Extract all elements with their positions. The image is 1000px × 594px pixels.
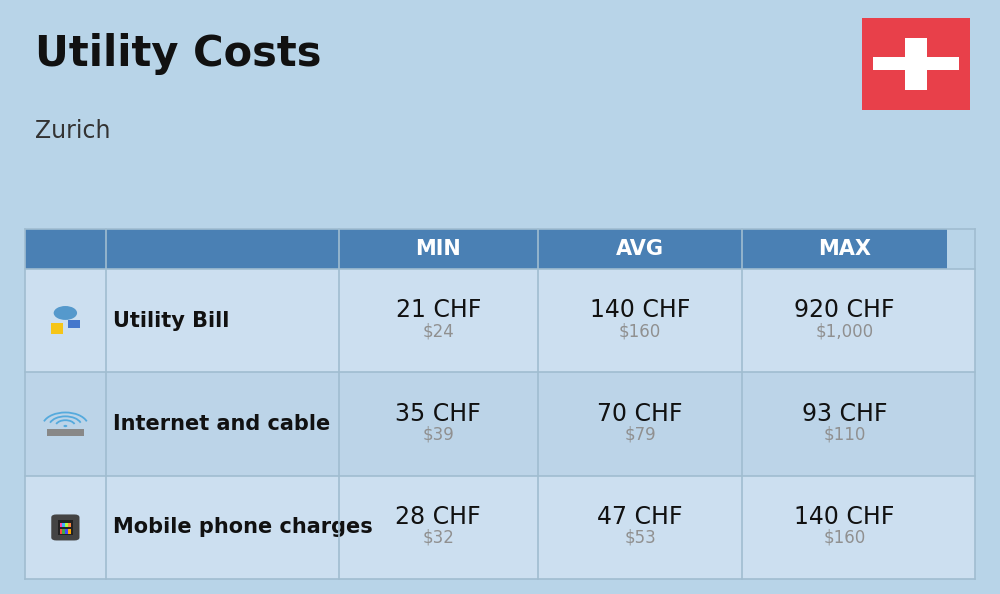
Bar — [68, 529, 71, 533]
Bar — [58, 520, 73, 535]
Text: 47 CHF: 47 CHF — [597, 505, 683, 529]
Text: $39: $39 — [422, 425, 454, 443]
Text: $32: $32 — [422, 529, 454, 547]
Text: 28 CHF: 28 CHF — [395, 505, 481, 529]
Bar — [742, 229, 946, 269]
Bar — [905, 38, 927, 90]
Bar — [60, 523, 62, 527]
Bar — [338, 229, 538, 269]
Text: $1,000: $1,000 — [815, 322, 873, 340]
Text: 70 CHF: 70 CHF — [597, 402, 683, 426]
Bar — [106, 229, 338, 269]
Bar — [62, 529, 65, 533]
Bar — [25, 229, 106, 269]
Bar — [862, 18, 970, 110]
Text: Utility Costs: Utility Costs — [35, 33, 322, 75]
Text: AVG: AVG — [616, 239, 664, 259]
Bar — [25, 476, 975, 579]
Bar — [68, 523, 71, 527]
Bar — [65, 523, 68, 527]
Text: 140 CHF: 140 CHF — [590, 298, 690, 323]
Text: 920 CHF: 920 CHF — [794, 298, 895, 323]
Text: $24: $24 — [422, 322, 454, 340]
Bar — [51, 323, 63, 334]
Bar — [68, 320, 80, 328]
Circle shape — [54, 306, 77, 320]
Bar — [60, 529, 62, 533]
Text: $110: $110 — [823, 425, 866, 443]
Text: MIN: MIN — [415, 239, 461, 259]
Text: 93 CHF: 93 CHF — [802, 402, 887, 426]
Bar — [873, 58, 959, 70]
Text: $79: $79 — [624, 425, 656, 443]
Text: 21 CHF: 21 CHF — [396, 298, 481, 323]
Text: $160: $160 — [823, 529, 866, 547]
Bar — [25, 372, 975, 476]
Text: Zurich: Zurich — [35, 119, 110, 143]
Text: Internet and cable: Internet and cable — [113, 414, 331, 434]
Text: Mobile phone charges: Mobile phone charges — [113, 517, 373, 538]
Text: 35 CHF: 35 CHF — [395, 402, 481, 426]
Text: 140 CHF: 140 CHF — [794, 505, 895, 529]
Bar — [47, 429, 84, 437]
Text: $160: $160 — [619, 322, 661, 340]
Text: Utility Bill: Utility Bill — [113, 311, 230, 331]
Bar — [25, 269, 975, 372]
Bar — [538, 229, 742, 269]
Text: $53: $53 — [624, 529, 656, 547]
FancyBboxPatch shape — [51, 514, 79, 541]
Bar — [62, 523, 65, 527]
Circle shape — [63, 425, 67, 427]
Text: MAX: MAX — [818, 239, 871, 259]
Bar — [65, 529, 68, 533]
